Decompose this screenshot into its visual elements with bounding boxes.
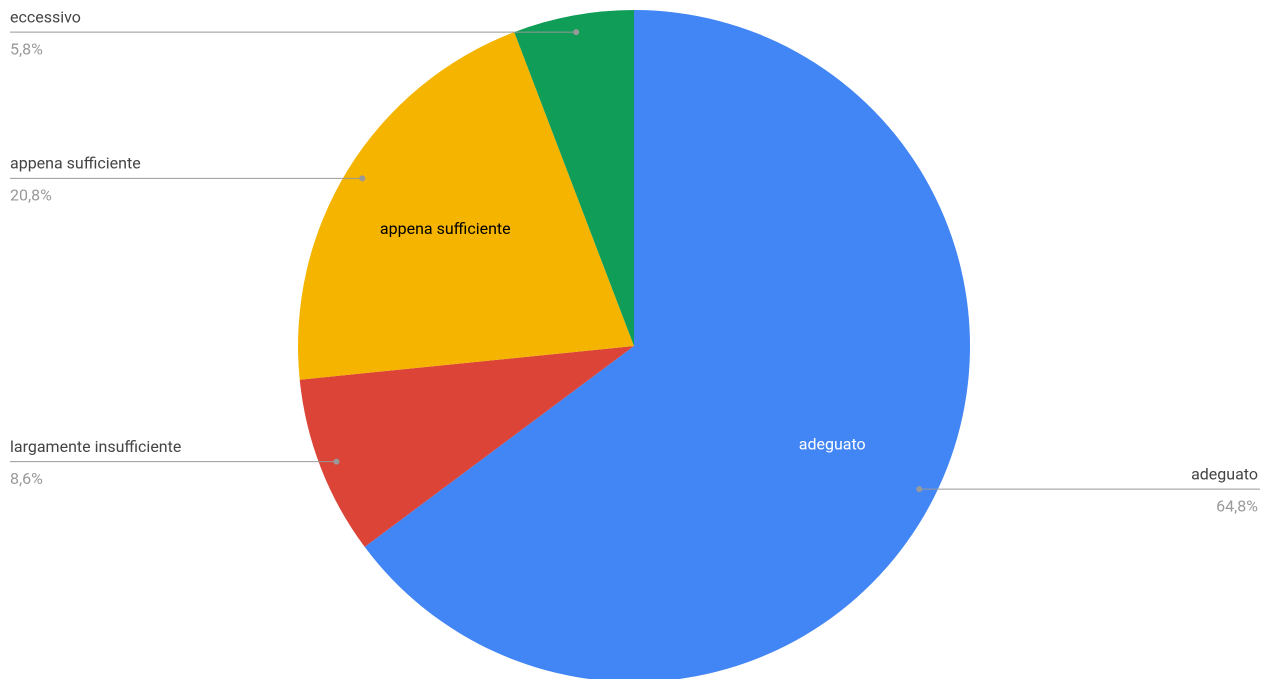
pie-slice <box>364 10 970 679</box>
legend-label: eccessivo <box>10 7 81 26</box>
value-label: 5,8% <box>10 39 43 58</box>
leader-dot <box>573 29 580 36</box>
value-label: 20,8% <box>10 186 52 205</box>
legend-label: adeguato <box>1191 464 1258 483</box>
value-label: 64,8% <box>1216 496 1258 515</box>
leader-dot <box>916 486 923 493</box>
leader-dot <box>359 175 366 182</box>
pie-slice <box>514 10 634 346</box>
pie-slice <box>298 32 634 380</box>
leader-dot <box>333 458 340 465</box>
legend-label: largamente insufficiente <box>10 437 181 456</box>
pie-slice <box>299 346 634 547</box>
legend-label: appena sufficiente <box>10 154 141 173</box>
value-label: 8,6% <box>10 469 43 488</box>
slice-label: adeguato <box>799 435 866 454</box>
slice-label: appena sufficiente <box>380 219 511 238</box>
